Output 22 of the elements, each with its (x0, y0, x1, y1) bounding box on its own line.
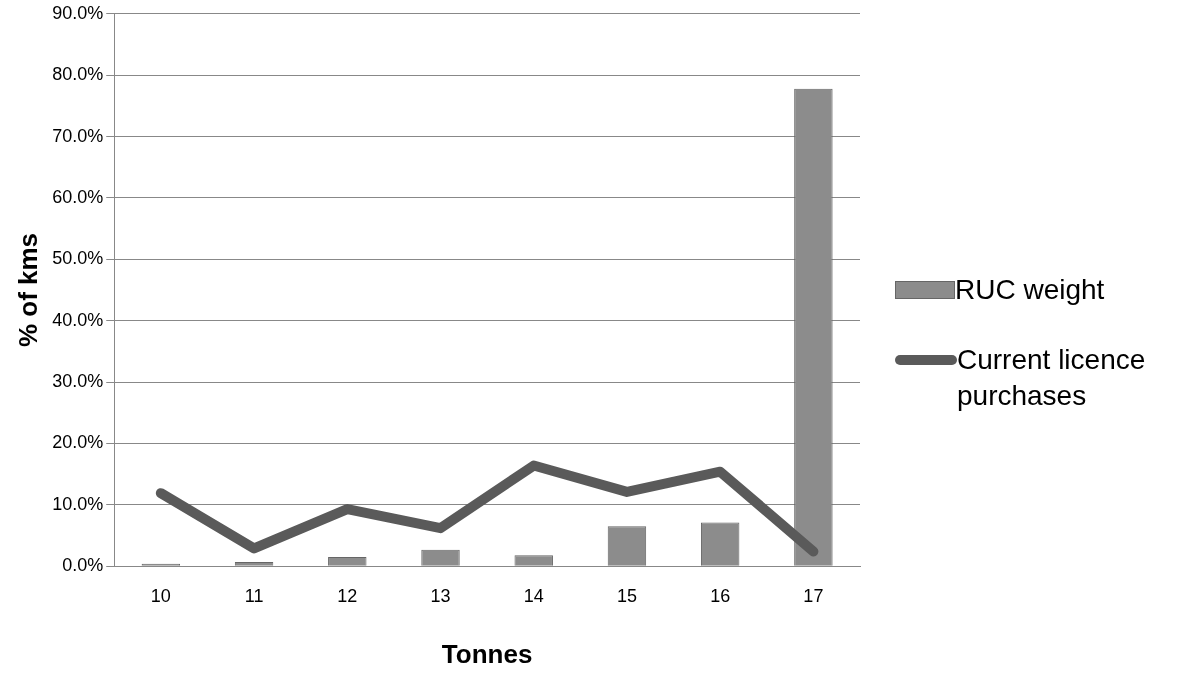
y-tick-label: 40.0% (52, 309, 104, 330)
y-tick-label: 60.0% (52, 186, 104, 207)
legend-label: Current licence purchases (957, 342, 1147, 413)
x-tick-label: 13 (430, 585, 451, 606)
x-tick-label: 12 (337, 585, 358, 606)
y-tick-label: 20.0% (52, 432, 104, 453)
y-tick-label: 50.0% (52, 248, 104, 269)
x-tick-label: 15 (616, 585, 637, 606)
y-tick-label: 90.0% (52, 2, 104, 23)
y-tick-label: 80.0% (52, 64, 104, 85)
y-tick-label: 10.0% (52, 493, 104, 514)
y-tick-label: 0.0% (62, 555, 104, 576)
x-tick-label: 11 (244, 585, 264, 606)
y-axis-title: % of kms (12, 232, 43, 348)
y-tick-label: 70.0% (52, 125, 104, 146)
x-tick-label: 14 (523, 585, 544, 606)
y-tick-label: 30.0% (52, 371, 104, 392)
legend-label: RUC weight (955, 272, 1105, 307)
x-tick-label: 10 (150, 585, 171, 606)
x-tick-label: 17 (803, 585, 824, 606)
x-axis-title: Tonnes (441, 638, 533, 669)
x-tick-label: 16 (710, 585, 731, 606)
